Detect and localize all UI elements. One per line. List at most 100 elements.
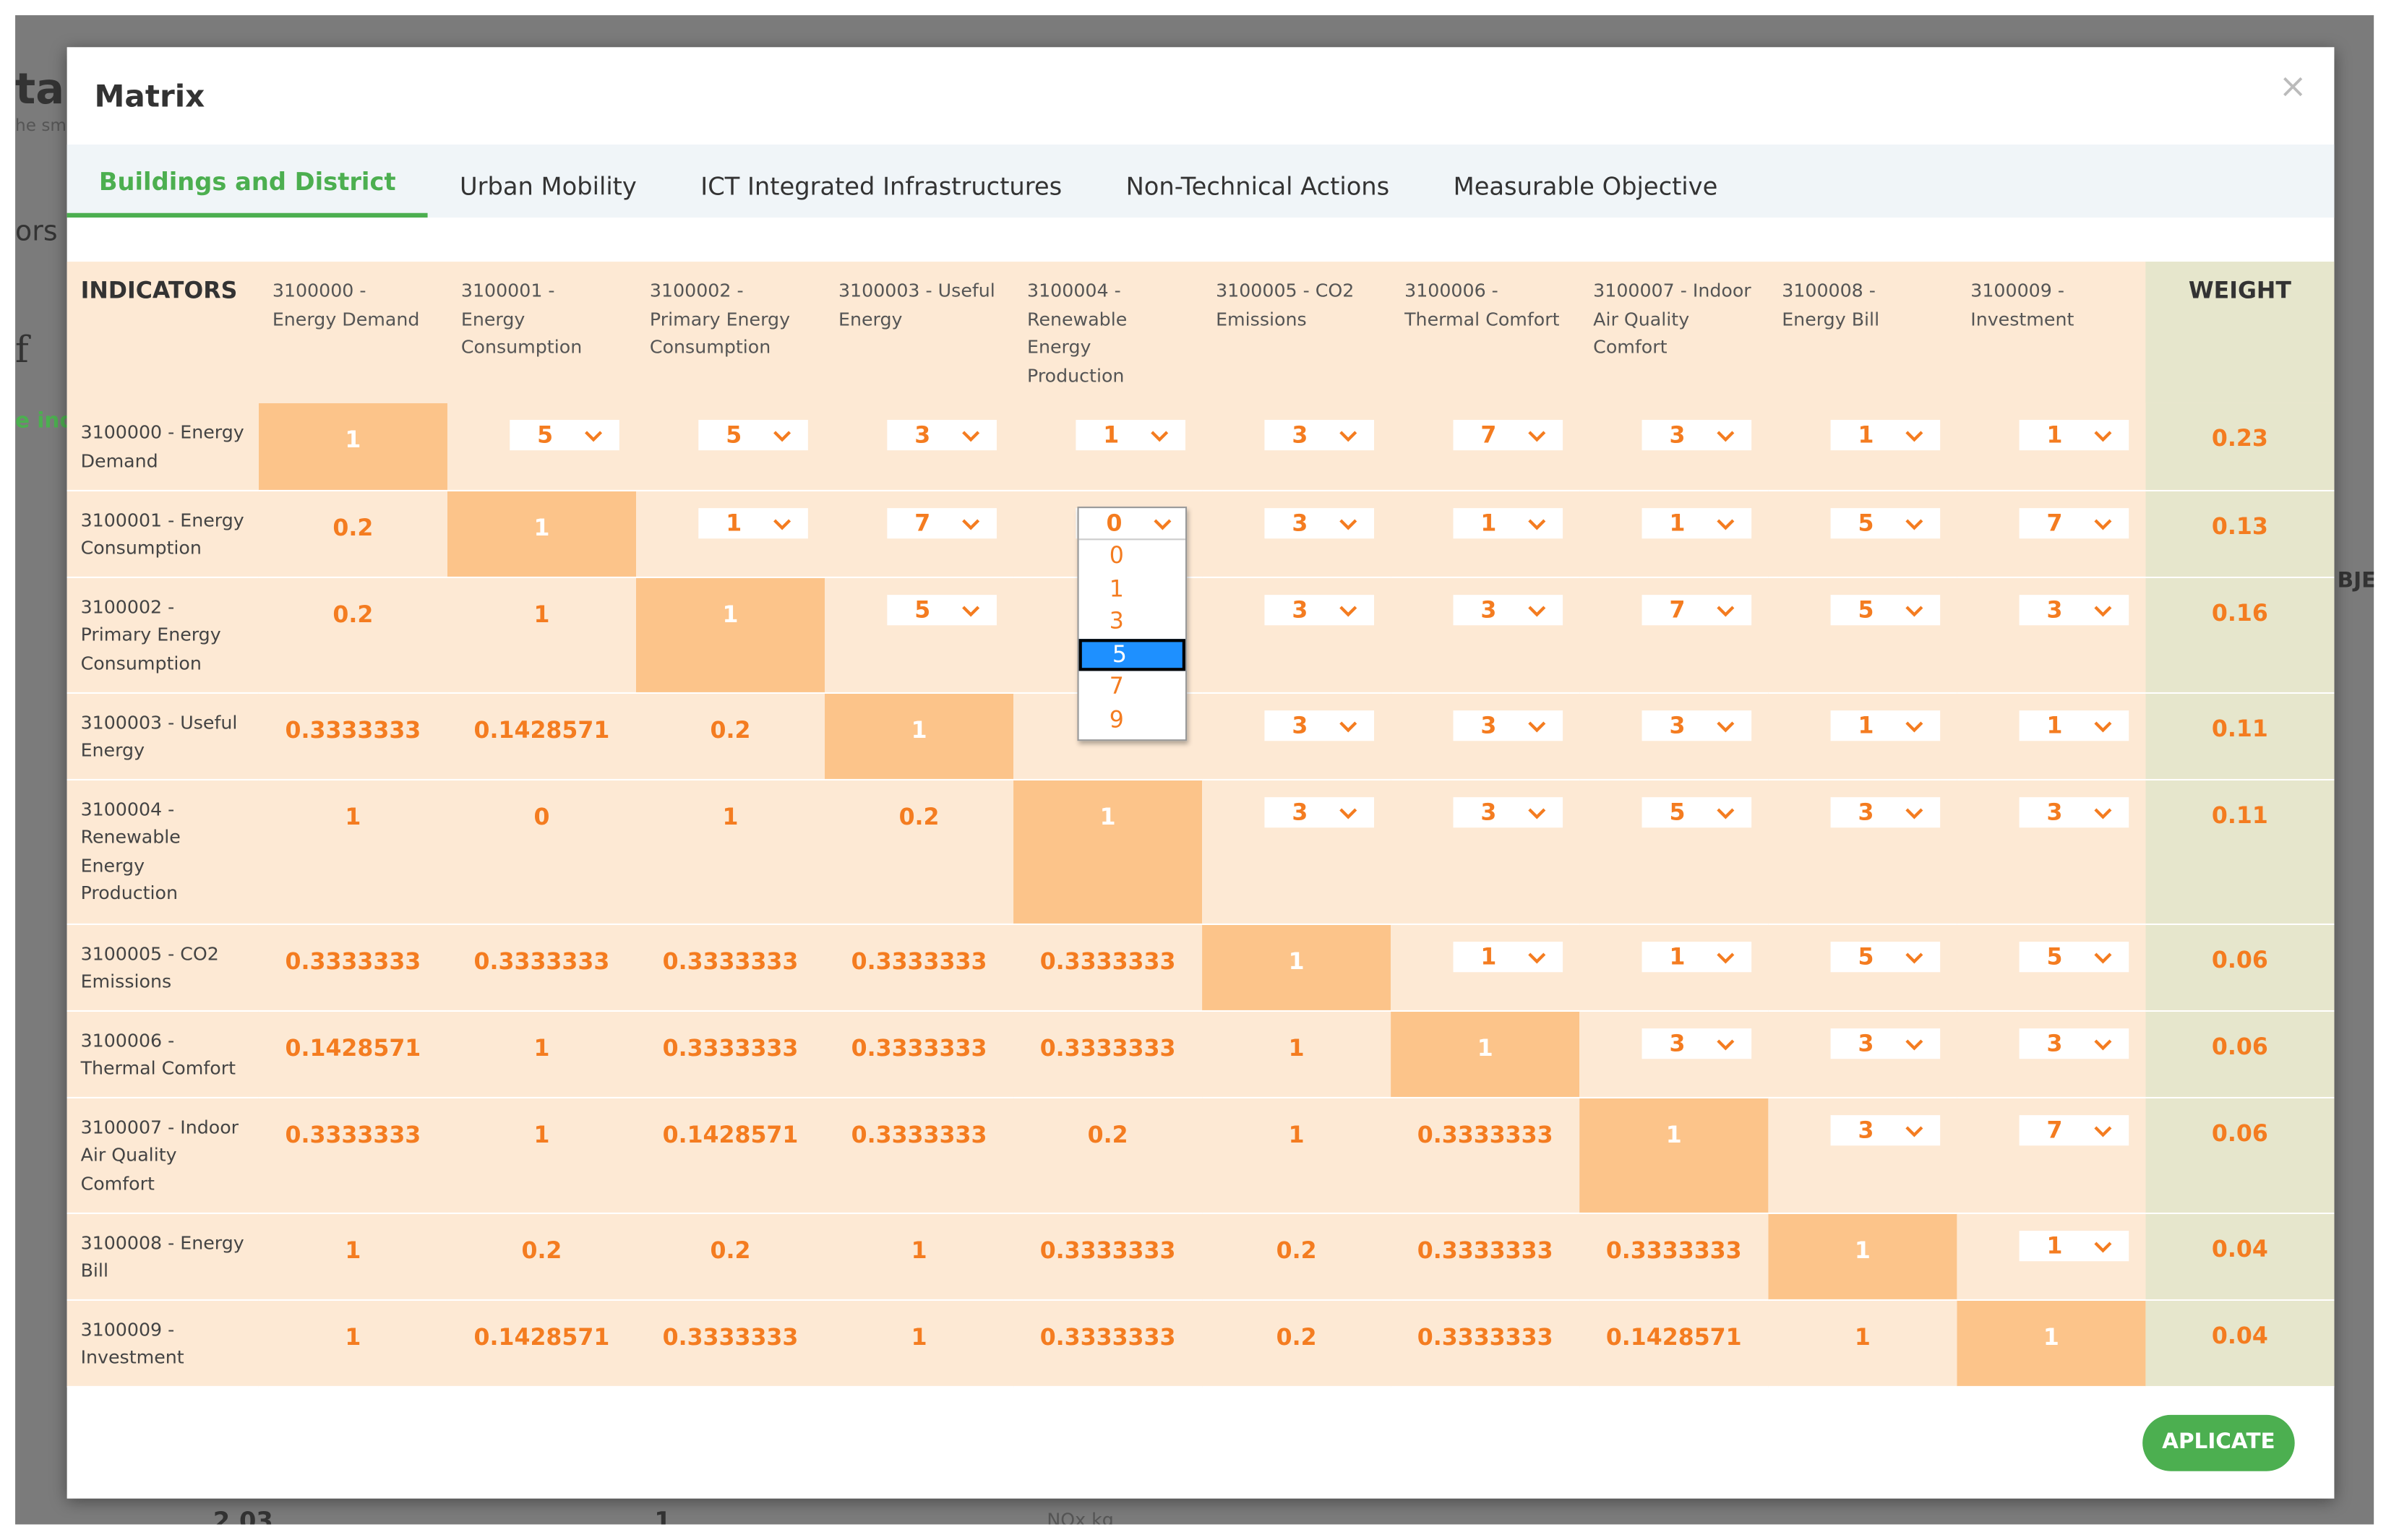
select[interactable]: 5 [887,594,997,625]
chevron [2094,1241,2112,1252]
chevron [2094,807,2112,819]
tab[interactable]: ICT Integrated Infrastructures [700,171,1063,201]
row-label: 3100007 - Indoor Air Quality Comfort [66,1096,259,1213]
row-label: 3100005 - CO2 Emissions [66,923,259,1011]
select[interactable]: 1 [1453,941,1563,972]
select-cell: 5 [1768,576,1957,693]
chevron [1717,605,1735,616]
select[interactable]: 3 [1453,710,1563,741]
weight-cell: 0.06 [2145,923,2335,1011]
select-value: 3 [1292,711,1308,739]
select-cell: 3 [1768,1096,1957,1213]
select[interactable]: 7 [887,507,997,538]
value-cell: 0.3333333 [1013,1212,1203,1300]
select[interactable]: 3 [1642,420,1752,451]
select[interactable]: 1 [1642,507,1752,538]
diagonal-cell: 1 [1768,1212,1957,1300]
matrix-row: 3100009 - Investment 1 0.1428571 0.3333333 1… [66,1299,2335,1387]
select-cell: 1 [1579,489,1769,577]
select[interactable]: 3 [1264,507,1375,538]
select-value: 3 [2046,798,2063,826]
select[interactable]: 3 [1264,420,1375,451]
bg-text: f [15,328,29,371]
select-cell: 3 [1391,576,1580,693]
select-cell: 1 [1957,692,2146,780]
select-cell: 1 [1768,692,1957,780]
select[interactable]: 3 [1453,796,1563,827]
chevron [773,518,791,530]
matrix-modal: Matrix × Buildings and District Urban Mob… [66,47,2335,1499]
select[interactable]: 5 [2019,941,2129,972]
dropdown-option[interactable]: 7 [1109,673,1124,701]
select[interactable]: 1 [698,507,808,538]
diagonal-cell: 1 [447,489,636,577]
select[interactable]: 3 [1830,1114,1941,1145]
select-cell: 1 [635,489,825,577]
select[interactable]: 1 [1453,507,1563,538]
chevron [773,431,791,442]
select[interactable]: 5 [698,420,808,451]
select[interactable]: 7 [1642,594,1752,625]
select[interactable]: 7 [1453,420,1563,451]
select[interactable]: 3 [2019,594,2129,625]
select[interactable]: 3 [887,420,997,451]
select[interactable]: 5 [510,420,619,451]
select[interactable]: 5 [1830,507,1941,538]
select[interactable]: 1 [2019,710,2129,741]
select[interactable]: 1 [1076,420,1185,451]
tab[interactable]: Non-Technical Actions [1125,171,1390,201]
select[interactable]: 3 [1453,594,1563,625]
chevron [1905,431,1923,442]
tab[interactable]: Measurable Objective [1453,171,1718,201]
select-cell: 1 [1391,923,1580,1011]
select-cell: 3 [1202,403,1391,491]
select[interactable]: 5 [1642,796,1752,827]
tab[interactable]: Urban Mobility [459,171,637,201]
select-cell: 3 [1768,1010,1957,1098]
aplicate-button[interactable]: APLICATE [2142,1414,2295,1471]
select[interactable]: 3 [2019,1028,2129,1059]
select[interactable]: 3 [1830,796,1941,827]
select[interactable]: 7 [2019,1114,2129,1145]
select[interactable]: 3 [1264,796,1375,827]
select-value: 1 [1669,942,1686,971]
value-cell: 0.3333333 [1013,1010,1203,1098]
value-cell: 0.1428571 [447,1299,636,1387]
matrix-row: 3100004 - Renewable Energy Production 1 0 1… [66,778,2335,924]
tab-bar: Buildings and District Urban Mobility ICT … [66,144,2335,218]
close-button[interactable]: × [2278,68,2307,107]
select[interactable]: 3 [1264,710,1375,741]
select[interactable]: 3 [1830,1028,1941,1059]
dropdown-option[interactable]: 1 [1109,574,1124,602]
tab[interactable]: Buildings and District [66,145,428,218]
select[interactable]: 1 [1642,941,1752,972]
select[interactable]: 7 [2019,507,2129,538]
select[interactable]: 1 [1830,710,1941,741]
select-cell: 3 [1202,692,1391,780]
chevron [2094,605,2112,616]
select-value: 3 [1292,421,1308,449]
select[interactable]: 3 [1264,594,1375,625]
select-cell: 7 [1957,489,2146,577]
select[interactable]: 3 [2019,796,2129,827]
select[interactable]: 1 [1830,420,1941,451]
matrix-row: 3100005 - CO2 Emissions 0.3333333 0.333333… [66,923,2335,1011]
row-label: 3100001 - Energy Consumption [66,489,259,577]
select[interactable]: 3 [1642,1028,1752,1059]
select-value: 1 [1103,421,1120,449]
dropdown-option[interactable]: 0 [1109,541,1124,569]
select[interactable]: 5 [1830,941,1941,972]
select[interactable]: 1 [2019,1230,2129,1261]
dropdown-option[interactable]: 5 [1078,638,1185,672]
select[interactable]: 5 [1830,594,1941,625]
select[interactable]: 3 [1642,710,1752,741]
row-label: 3100006 - Thermal Comfort [66,1010,259,1098]
select-cell: 7 [1579,576,1769,693]
select-value: 7 [2046,1116,2063,1144]
dropdown-option[interactable]: 3 [1109,607,1124,635]
weight-cell: 0.23 [2145,403,2335,491]
dropdown-option[interactable]: 9 [1109,705,1124,734]
select[interactable]: 1 [2019,420,2129,451]
select-value: 3 [1480,798,1497,826]
